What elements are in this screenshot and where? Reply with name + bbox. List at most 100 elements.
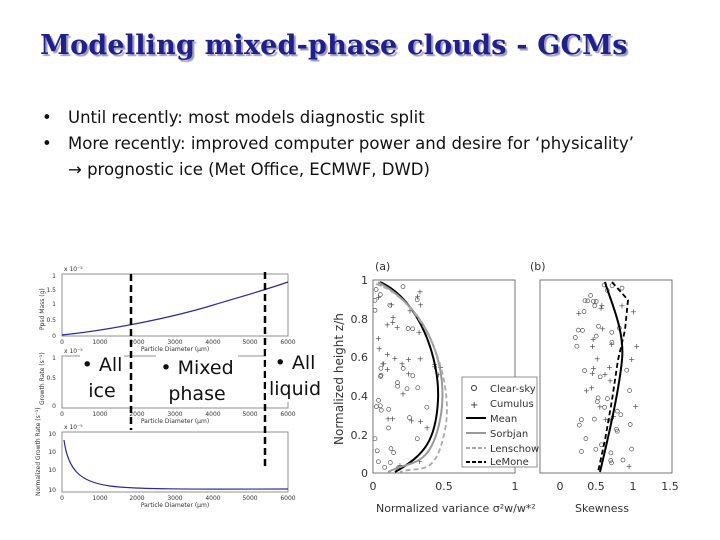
svg-text:0: 0 (557, 480, 564, 493)
cumulus-marker: + (380, 360, 387, 369)
clear-sky-marker (591, 298, 596, 304)
cumulus-marker: + (590, 364, 597, 373)
clear-sky-marker (627, 422, 633, 427)
cumulus-marker: + (589, 369, 596, 378)
cumulus-marker: + (400, 390, 407, 399)
clear-sky-marker (395, 380, 400, 385)
panel1-exp: x 10⁻⁵ (64, 266, 83, 273)
clear-sky-marker (574, 343, 580, 349)
clear-sky-marker (608, 450, 614, 456)
panel2-ylabel: Growth Rate (s⁻¹) (39, 352, 46, 405)
svg-text:Particle Diameter (μm): Particle Diameter (μm) (141, 346, 209, 353)
clear-sky-marker (404, 386, 410, 392)
legend: Clear-sky + Cumulus Mean Sorbjan Lenscho… (461, 376, 539, 468)
clear-sky-marker (386, 406, 392, 412)
svg-text:10: 10 (48, 449, 56, 456)
zone-mixed-phase: • Mixed phase (156, 355, 238, 407)
cumulus-marker: + (416, 457, 423, 466)
cumulus-marker: + (606, 363, 613, 372)
svg-text:6000: 6000 (280, 411, 295, 418)
cumulus-marker: + (417, 287, 424, 296)
panel3-xticks: 0 1000 2000 3000 4000 5000 6000 (60, 495, 296, 502)
clear-sky-marker (400, 284, 406, 289)
svg-text:0.4: 0.4 (351, 390, 369, 403)
clear-sky-marker (415, 385, 421, 391)
clear-sky-marker (579, 417, 584, 423)
mean-curve-b (599, 281, 624, 473)
cumulus-marker: + (588, 383, 595, 392)
clear-sky-marker (410, 326, 416, 332)
cumulus-marker: + (583, 386, 590, 395)
mass-curve (61, 281, 289, 336)
clear-sky-marker (410, 373, 416, 379)
clear-sky-marker (597, 374, 603, 380)
svg-text:4000: 4000 (205, 411, 220, 418)
cumulus-marker: + (607, 377, 614, 386)
yticks: 0 0.2 0.4 0.6 0.8 1 (351, 274, 369, 480)
legend-cumulus: + Cumulus (470, 399, 534, 411)
clear-sky-marker (377, 292, 383, 297)
clear-sky-marker (609, 460, 614, 466)
cumulus-marker: + (628, 355, 635, 364)
panel-b-axes (539, 279, 673, 474)
clear-sky-marker (391, 450, 396, 455)
legend-clear-sky: Clear-sky (471, 384, 536, 395)
cumulus-marker: + (380, 359, 387, 368)
clear-sky-marker (619, 285, 625, 291)
clear-sky-marker (582, 298, 588, 304)
cumulus-marker: + (599, 324, 606, 333)
svg-text:3000: 3000 (167, 339, 182, 346)
svg-text:0.5: 0.5 (435, 480, 453, 493)
cumulus-marker: + (598, 304, 605, 313)
svg-text:3000: 3000 (167, 495, 182, 502)
panel-b-xlabel: Skewness (575, 502, 629, 515)
cumulus-marker: + (576, 309, 583, 318)
clear-sky-marker (373, 287, 379, 292)
svg-text:x 10⁻⁵: x 10⁻⁵ (64, 348, 83, 355)
svg-text:0: 0 (60, 411, 64, 418)
clear-sky-marker (595, 395, 601, 401)
sorbjan-curve-a (377, 281, 444, 473)
right-ylabel: Normalized height z/h (332, 313, 346, 445)
clear-sky-marker (618, 412, 624, 418)
svg-text:0.2: 0.2 (351, 429, 369, 442)
clear-sky-marker (580, 328, 585, 333)
normalized-curve (63, 439, 289, 490)
panel1-xticks: 0 1000 2000 3000 4000 5000 6000 (60, 339, 296, 346)
clear-sky-marker (596, 323, 601, 329)
svg-text:0: 0 (60, 495, 64, 502)
svg-text:4000: 4000 (205, 495, 220, 502)
clear-sky-marker (372, 307, 378, 313)
clear-sky-marker (414, 297, 420, 303)
cumulus-marker: + (632, 402, 639, 411)
panel-a-xlabel: Normalized variance σ²w/w*² (376, 502, 536, 515)
cumulus-marker: + (397, 461, 404, 470)
clear-sky-marker (585, 298, 591, 304)
svg-text:Cumulus: Cumulus (490, 399, 534, 410)
svg-text:2000: 2000 (129, 411, 144, 418)
right-figure: (a) (b) 0 0.2 0.4 0.6 0.8 1 Normalized h… (332, 260, 679, 515)
clear-sky-marker (583, 436, 589, 441)
cumulus-marker: + (405, 355, 412, 364)
svg-text:5000: 5000 (242, 339, 257, 346)
clear-sky-marker (414, 436, 420, 442)
cumulus-marker: + (431, 362, 438, 371)
clear-sky-marker (382, 464, 388, 470)
clear-sky-marker (386, 425, 391, 431)
clear-sky-marker (602, 404, 607, 410)
slide-title: Modelling mixed-phase clouds - GCMs (40, 30, 628, 61)
svg-text:5000: 5000 (242, 495, 257, 502)
cumulus-marker: + (607, 416, 614, 425)
mass-panel: 1 1.5 1 0.5 0 x 10⁻⁵ Ppsd Mass (g) 0 100… (39, 266, 296, 353)
svg-text:Sorbjan: Sorbjan (490, 429, 528, 440)
svg-text:10: 10 (48, 487, 56, 494)
panel2-xticks: 0 1000 2000 3000 4000 5000 6000 (60, 411, 296, 418)
legend-mean: Mean (466, 414, 517, 425)
clear-sky-marker (387, 302, 393, 308)
cumulus-marker: + (385, 414, 392, 423)
svg-text:10: 10 (48, 431, 56, 438)
clear-sky-marker (582, 368, 587, 373)
cumulus-marker: + (610, 412, 617, 421)
cumulus-marker: + (417, 300, 424, 309)
